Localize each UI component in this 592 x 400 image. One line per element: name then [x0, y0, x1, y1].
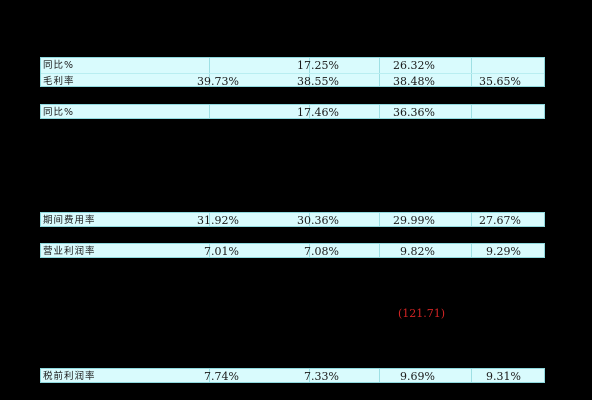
column-divider: [209, 213, 210, 226]
column-divider: [209, 244, 210, 257]
operating-margin-col3: 9.82%: [400, 245, 435, 258]
pretax-margin-col1: 7.74%: [204, 370, 239, 383]
operating-margin-label: 营业利润率: [43, 246, 96, 257]
column-divider: [471, 244, 472, 257]
column-divider: [209, 369, 210, 382]
column-divider: [379, 105, 380, 118]
column-divider: [309, 369, 310, 382]
column-divider: [471, 58, 472, 86]
yoy-value-col1: [171, 58, 239, 73]
yoy-second-col1: [171, 105, 239, 120]
period-expense-rate-col3: 29.99%: [393, 214, 435, 227]
column-divider: [471, 369, 472, 382]
column-divider: [471, 105, 472, 118]
yoy-value-col2: 17.25%: [297, 59, 339, 72]
gross-margin-col2: 38.55%: [297, 75, 339, 88]
yoy-value-col4: [453, 58, 521, 73]
gross-margin-table-block: 同比% 17.25% 26.32% 毛利率 39.73% 38.55% 38.4…: [40, 57, 545, 89]
column-divider: [209, 58, 210, 86]
column-divider: [379, 369, 380, 382]
period-expense-rate-row: 期间费用率 31.92% 30.36% 29.99% 27.67%: [40, 212, 545, 227]
period-expense-rate-col1: 31.92%: [197, 214, 239, 227]
operating-margin-col1: 7.01%: [204, 245, 239, 258]
pretax-margin-col4: 9.31%: [486, 370, 521, 383]
period-expense-rate-col4: 27.67%: [479, 214, 521, 227]
gross-margin-col4: 35.65%: [479, 75, 521, 88]
operating-margin-row: 营业利润率 7.01% 7.08% 9.82% 9.29%: [40, 243, 545, 258]
yoy-row: 同比% 17.25% 26.32%: [41, 58, 544, 73]
column-divider: [379, 213, 380, 226]
column-divider: [309, 105, 310, 118]
period-expense-rate-col2: 30.36%: [297, 214, 339, 227]
column-divider: [309, 58, 310, 86]
negative-value-note: (121.71): [398, 307, 446, 320]
yoy-second-row: 同比% 17.46% 36.36%: [40, 104, 545, 119]
gross-margin-col3: 38.48%: [393, 75, 435, 88]
yoy-second-col2: 17.46%: [297, 106, 339, 119]
period-expense-rate-label: 期间费用率: [43, 215, 96, 226]
operating-margin-col4: 9.29%: [486, 245, 521, 258]
operating-margin-col2: 7.08%: [304, 245, 339, 258]
column-divider: [309, 244, 310, 257]
gross-margin-row: 毛利率 39.73% 38.55% 38.48% 35.65%: [41, 73, 544, 89]
column-divider: [471, 213, 472, 226]
gross-margin-label: 毛利率: [43, 76, 75, 87]
pretax-margin-col3: 9.69%: [400, 370, 435, 383]
yoy-value-col3: 26.32%: [393, 59, 435, 72]
yoy-label: 同比%: [43, 60, 75, 71]
pretax-margin-col2: 7.33%: [304, 370, 339, 383]
column-divider: [209, 105, 210, 118]
gross-margin-col1: 39.73%: [197, 75, 239, 88]
yoy-second-col3: 36.36%: [393, 106, 435, 119]
column-divider: [309, 213, 310, 226]
yoy-second-col4: [453, 105, 521, 120]
pretax-margin-row: 税前利润率 7.74% 7.33% 9.69% 9.31%: [40, 368, 545, 383]
column-divider: [379, 58, 380, 86]
pretax-margin-label: 税前利润率: [43, 371, 96, 382]
column-divider: [379, 244, 380, 257]
yoy-second-label: 同比%: [43, 107, 75, 118]
